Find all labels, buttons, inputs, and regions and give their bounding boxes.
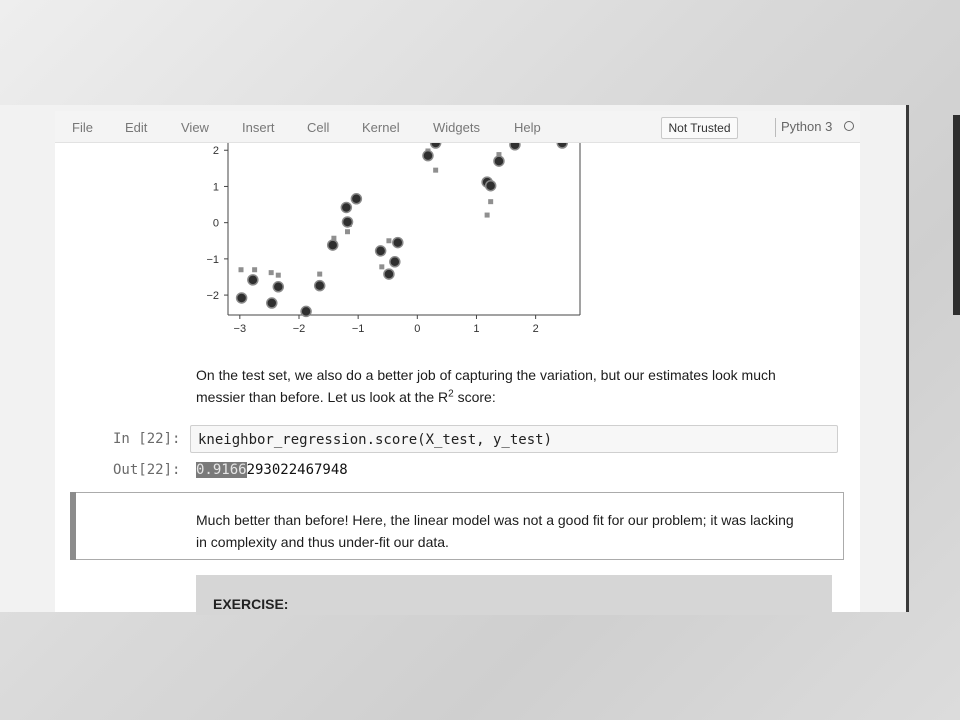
cell-selection-bar: [70, 492, 76, 560]
data-point: [383, 268, 395, 280]
y-tick-label: −2: [206, 290, 219, 302]
menu-file[interactable]: File: [72, 120, 93, 135]
exercise-label: EXERCISE:: [213, 596, 289, 612]
kernel-idle-icon: [844, 121, 854, 131]
selected-text: 0.9166: [196, 462, 247, 478]
markdown-paragraph-1: On the test set, we also do a better job…: [196, 364, 776, 408]
menu-widgets[interactable]: Widgets: [433, 120, 480, 135]
data-point: [272, 281, 285, 293]
x-tick-label: −2: [293, 323, 306, 335]
input-prompt: In [22]:: [113, 431, 181, 447]
menu-help[interactable]: Help: [514, 120, 541, 135]
menu-cell[interactable]: Cell: [307, 120, 330, 135]
data-point: [341, 216, 354, 228]
data-point: [326, 239, 339, 251]
output-prompt: Out[22]:: [113, 462, 181, 478]
menu-view[interactable]: View: [181, 120, 209, 135]
plot-axes: [227, 143, 581, 316]
y-tick-label: −1: [206, 254, 219, 266]
menu-edit[interactable]: Edit: [125, 120, 148, 135]
data-point: [374, 245, 387, 257]
plot-points: [235, 143, 569, 318]
x-tick-label: 2: [533, 323, 539, 335]
kernel-separator: [775, 118, 776, 137]
x-tick-label: 0: [414, 323, 420, 335]
data-point: [235, 292, 248, 304]
menu-kernel[interactable]: Kernel: [362, 120, 400, 135]
prediction-point: [268, 270, 274, 276]
markdown-line-2: in complexity and thus under-fit our dat…: [196, 534, 449, 550]
data-point: [484, 179, 497, 192]
data-point: [350, 193, 363, 205]
selected-markdown-cell[interactable]: [70, 492, 844, 560]
markdown-line-2: messier than before. Let us look at the …: [196, 388, 496, 405]
data-point: [340, 201, 353, 214]
code-input[interactable]: kneighbor_regression.score(X_test, y_tes…: [190, 425, 838, 453]
not-trusted-button[interactable]: Not Trusted: [661, 117, 738, 139]
data-point: [300, 305, 312, 318]
data-point: [247, 274, 259, 286]
superscript: 2: [448, 388, 454, 400]
scatter-plot: −3 −2 −1 0 1 2 2 1 0 −1 −2: [206, 143, 581, 335]
prediction-point: [386, 238, 392, 244]
data-point: [556, 143, 569, 149]
menubar: File Edit View Insert Cell Kernel Widget…: [55, 111, 860, 143]
prediction-point: [275, 272, 281, 278]
output-rest: 293022467948: [246, 462, 348, 478]
output-value[interactable]: 0.9166293022467948: [196, 462, 348, 478]
data-point: [389, 256, 401, 268]
data-point: [313, 279, 326, 292]
prediction-point: [317, 271, 323, 277]
y-tick-label: 2: [213, 145, 219, 157]
scrollbar-thumb[interactable]: [953, 115, 960, 315]
prediction-point: [484, 212, 490, 218]
data-point: [422, 149, 434, 162]
data-point: [429, 143, 442, 149]
y-tick-label: 1: [213, 181, 219, 193]
y-tick-label: 0: [213, 218, 219, 230]
data-point: [266, 297, 278, 309]
data-point: [493, 155, 505, 167]
prediction-point: [331, 235, 337, 241]
prediction-point: [238, 267, 244, 273]
x-tick-label: −1: [352, 323, 365, 335]
data-point: [392, 236, 404, 249]
exercise-box: [196, 575, 832, 615]
x-tick-label: 1: [473, 323, 479, 335]
prediction-point: [433, 167, 439, 173]
markdown-line-1: Much better than before! Here, the linea…: [196, 512, 794, 528]
plot-ticks: −3 −2 −1 0 1 2 2 1 0 −1 −2: [206, 145, 538, 335]
menu-insert[interactable]: Insert: [242, 120, 275, 135]
kernel-name: Python 3: [781, 119, 833, 134]
data-point: [509, 143, 521, 151]
prediction-point: [252, 267, 258, 273]
window-edge: [906, 105, 909, 612]
x-tick-label: −3: [234, 323, 247, 335]
prediction-point: [488, 199, 494, 205]
prediction-point: [496, 152, 502, 158]
prediction-point: [345, 229, 351, 235]
markdown-paragraph-2: Much better than before! Here, the linea…: [196, 509, 794, 553]
markdown-line-1: On the test set, we also do a better job…: [196, 367, 776, 383]
prediction-point: [379, 264, 385, 270]
